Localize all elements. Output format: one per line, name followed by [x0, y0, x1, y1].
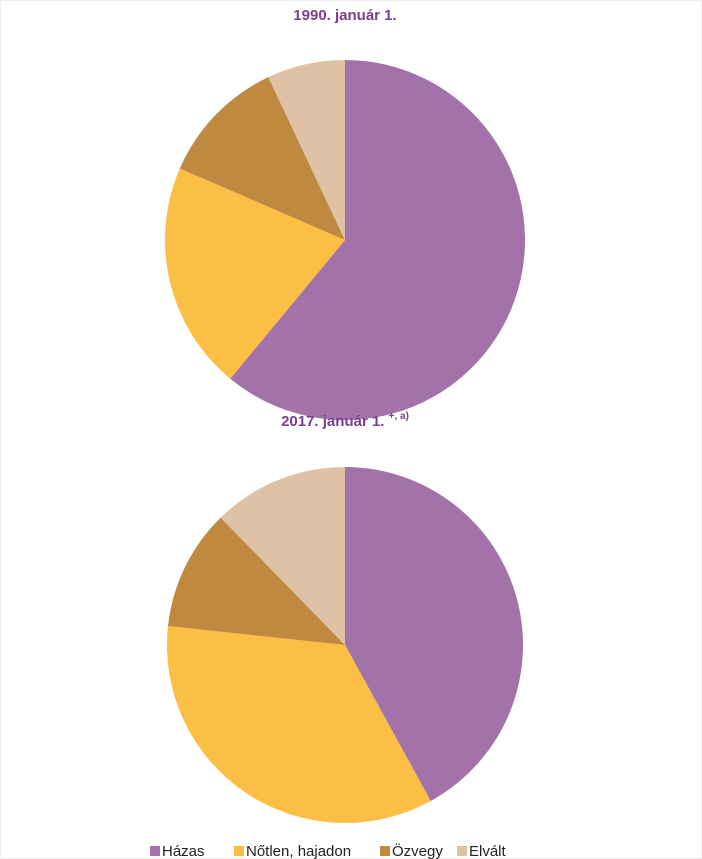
pie-slice: [179, 77, 345, 240]
pie-slice: [167, 626, 431, 824]
legend-swatch: [380, 846, 390, 856]
pie-slice: [268, 60, 345, 240]
pie-slice: [220, 467, 345, 645]
legend-swatch: [457, 846, 467, 856]
legend-swatch: [234, 846, 244, 856]
legend-swatch: [150, 846, 160, 856]
legend-label: Nőtlen, hajadon: [246, 843, 351, 859]
chart-title: 2017. január 1. +, a): [281, 411, 409, 430]
pie-slice: [230, 60, 526, 421]
pie-slice: [345, 467, 523, 801]
chart-title: 1990. január 1.: [293, 7, 396, 24]
legend-label: Elvált: [469, 843, 507, 859]
legend-label: Házas: [162, 843, 205, 859]
title-text: 1990. január 1.: [293, 7, 396, 24]
pie-slice: [168, 517, 345, 645]
legend-label: Özvegy: [392, 842, 443, 859]
title-text: 2017. január 1.: [281, 413, 384, 430]
title-note: +, a): [389, 411, 409, 422]
pie-slice: [165, 168, 345, 379]
